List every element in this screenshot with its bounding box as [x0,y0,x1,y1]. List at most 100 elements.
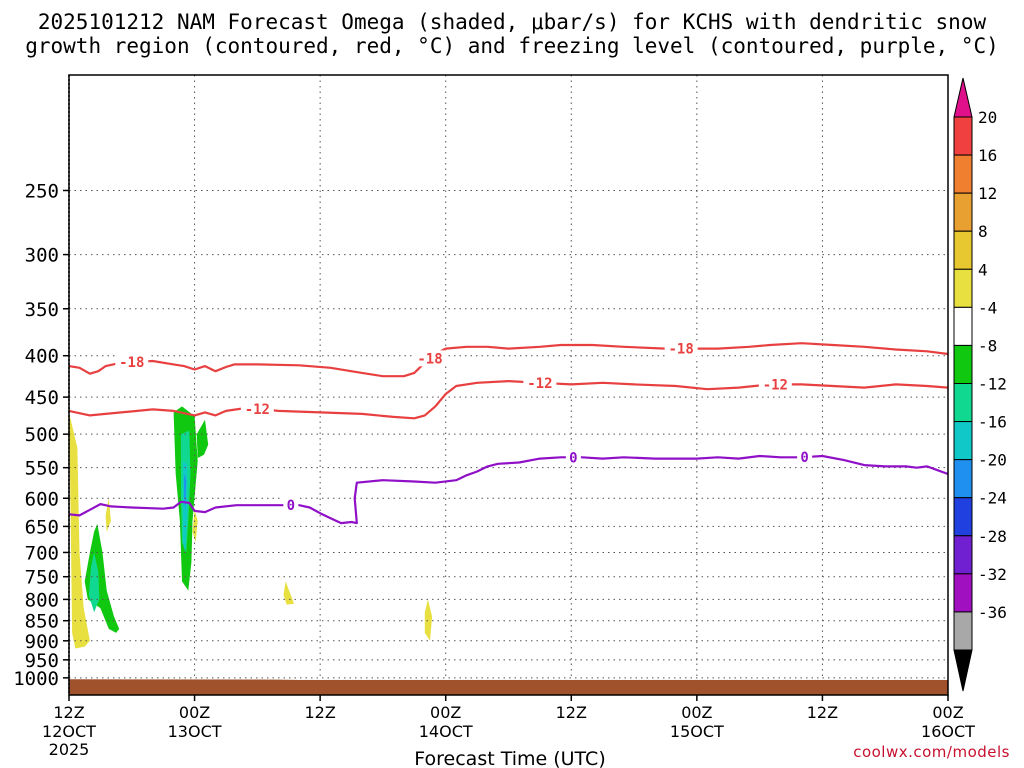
x-tick-label-mid: 12OCT [42,722,96,741]
omega-region-3 [105,498,111,532]
colorbar-label: -32 [978,565,1007,584]
x-tick-label-top: 12Z [53,703,84,722]
y-tick-label: 250 [25,180,59,202]
colorbar-band [953,116,973,156]
x-tick-label-mid: 16OCT [921,722,975,741]
x-tick-label-top: 00Z [681,703,712,722]
colorbar-band [953,383,973,423]
contour-label: 0 [800,450,808,466]
contour-label: -12 [527,376,552,392]
colorbar-label: -20 [978,451,1007,470]
omega-region-5 [196,419,209,458]
terrain-fill [69,679,948,695]
contour-label-bg [523,374,557,391]
x-tick-label-top: 12Z [807,703,838,722]
grid [68,75,949,695]
contour-label-bg [115,354,149,371]
y-tick-label: 550 [25,458,59,480]
colorbar-band [953,344,973,384]
contour-label: 0 [569,450,577,466]
colorbar-band [953,154,973,194]
colorbar-label: -16 [978,413,1007,432]
y-tick-label: 900 [25,631,59,653]
chart-title-line-2: growth region (contoured, red, °C) and f… [25,34,999,58]
x-tick-label-top: 00Z [430,703,461,722]
contours: -18 -18 -18 -12 -12 -12 0 0 0 [68,340,949,525]
y-tick-label: 800 [25,589,59,611]
y-tick-label: 1000 [13,668,59,690]
axes: 2503003504004505005506006507007508008509… [13,74,975,759]
colorbar-band [953,421,973,461]
y-tick-label: 400 [25,346,59,368]
colorbar-label: -28 [978,527,1007,546]
contour-line-0 [68,454,949,525]
x-axis-label: Forecast Time (UTC) [414,748,605,768]
contour-label: -18 [669,342,694,358]
terrain-top [69,679,948,682]
y-tick-label: 500 [25,424,59,446]
contour-label-bg [565,449,581,466]
colorbar-label: -8 [978,336,997,355]
contour-label-bg [283,497,299,514]
y-tick-label: 650 [25,516,59,538]
colorbar-label: -24 [978,489,1007,508]
colorbar-label: -12 [978,375,1007,394]
colorbar: 20 16 12 8 4 -4 -8 -12 -16 -20 -24 -28 -32 -36 [953,77,1007,692]
contour-label-bg [413,350,447,367]
x-tick-label-top: 00Z [932,703,963,722]
colorbar-label: 12 [978,184,997,203]
colorbar-band [953,306,973,346]
contour-line--18 [68,342,949,378]
x-tick-label-top: 00Z [179,703,210,722]
y-tick-label: 750 [25,567,59,589]
colorbar-band [953,459,973,499]
colorbar-band [953,230,973,270]
x-tick-label-mid: 14OCT [419,722,473,741]
credit-text: coolwx.com/models [853,743,1010,761]
colorbar-label: 20 [978,108,997,127]
contour-line--12 [68,380,949,420]
y-tick-label: 450 [25,387,59,409]
contour-label: -12 [245,402,270,418]
colorbar-label: 16 [978,146,997,165]
colorbar-label: -36 [978,603,1007,622]
x-tick-label-mid: 13OCT [168,722,222,741]
y-tick-label: 300 [25,245,59,267]
terrain-strip [69,679,948,695]
contour-label-bg [797,449,813,466]
y-tick-label: 600 [25,488,59,510]
contour-label-bg [664,340,698,357]
y-tick-label: 700 [25,542,59,564]
colorbar-label: 4 [978,260,988,279]
omega-shading [69,406,433,649]
contour-label-bg [240,400,274,417]
x-tick-label-mid: 15OCT [670,722,724,741]
contour-label-bg [758,376,792,393]
colorbar-band [953,497,973,537]
colorbar-band [953,192,973,232]
contour-label: -12 [763,377,788,393]
colorbar-band [953,573,973,613]
y-tick-label: 350 [25,299,59,321]
omega-region-0 [69,412,90,649]
omega-region-8 [184,474,187,510]
x-tick-label-top: 12Z [304,703,335,722]
omega-region-1 [84,523,120,633]
colorbar-band [953,535,973,575]
y-tick-label: 850 [25,611,59,633]
contour-label: 0 [287,498,295,514]
colorbar-label: 8 [978,222,988,241]
colorbar-label: -4 [978,298,997,317]
contour-label: -18 [417,351,442,367]
colorbar-bottom-arrow [953,649,973,692]
x-tick-label-bottom: 2025 [49,740,90,759]
x-tick-label-top: 12Z [556,703,587,722]
omega-region-9 [192,509,198,543]
colorbar-band [953,268,973,308]
chart-title-line-1: 2025101212 NAM Forecast Omega (shaded, μ… [37,10,987,34]
contour-label: -18 [119,355,144,371]
omega-region-11 [424,599,433,641]
y-tick-label: 950 [25,650,59,672]
omega-region-2 [88,552,100,613]
